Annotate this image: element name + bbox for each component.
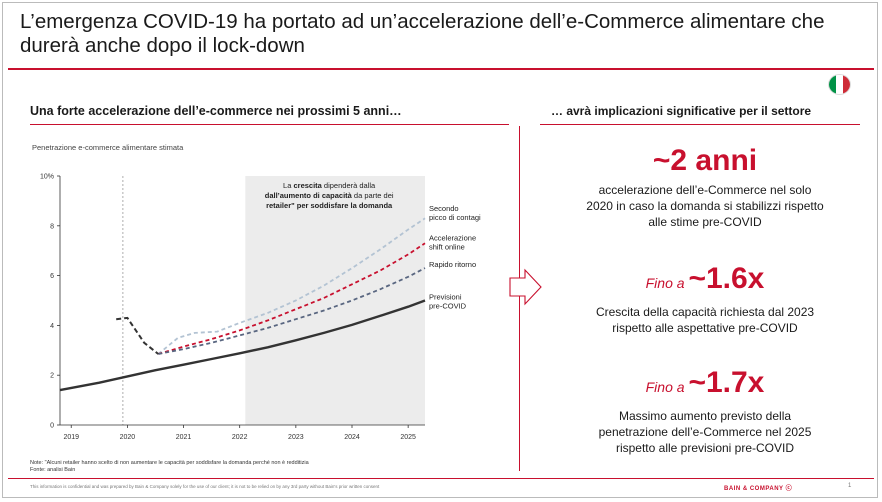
series-label: Secondo picco di contagi — [429, 204, 481, 222]
series-label: Rapido ritorno — [429, 260, 476, 269]
y-tick-label: 2 — [50, 373, 54, 380]
stat-description: Crescita della capacità richiesta dal 20… — [545, 304, 865, 336]
y-tick-label: 4 — [50, 323, 54, 330]
series-line — [158, 267, 426, 355]
x-tick-label: 2020 — [120, 434, 136, 441]
series-label: Accelerazione shift online — [429, 234, 476, 252]
shaded-note-line-2: dall’aumento di capacità da parte dei — [265, 191, 394, 200]
section-divider — [519, 126, 520, 471]
right-arrow-icon — [509, 268, 542, 306]
flag-green — [829, 75, 836, 94]
chart-note: Note: "Alcuni retailer hanno scelto di n… — [30, 460, 309, 474]
y-tick-label: 6 — [50, 273, 54, 280]
covid-spike-line — [116, 316, 159, 355]
stat-number: ~1.6x — [688, 262, 765, 295]
stat-block-2: Fino a ~1.6x Crescita della capacità rich… — [545, 262, 865, 336]
flag-white — [836, 75, 843, 94]
stat-description-line: rispetto alle previsioni pre-COVID — [615, 441, 795, 455]
footer-rule — [8, 478, 874, 479]
stat-number: ~2 anni — [652, 144, 758, 177]
x-tick-label: 2025 — [400, 434, 416, 441]
series-line — [157, 217, 426, 355]
shaded-note-line-3: retailer" per soddisfare la domanda — [266, 201, 393, 210]
stat-prefix: Fino a — [645, 379, 689, 395]
slide-title: L’emergenza COVID-19 ha portato ad un’ac… — [20, 10, 825, 57]
shaded-region — [245, 176, 425, 425]
shaded-note-line-1: La crescita dipenderà dalla — [283, 181, 376, 190]
stat-value: ~2 anni — [545, 144, 865, 178]
left-heading-rule — [30, 124, 509, 125]
stat-description-line: penetrazione dell’e-Commerce nel 2025 — [598, 425, 812, 439]
stat-prefix: Fino a — [645, 275, 689, 291]
flag-red — [843, 75, 850, 94]
y-tick-label: 0 — [50, 423, 54, 430]
footer-disclaimer: This information is confidential and was… — [30, 484, 380, 489]
stat-description: accelerazione dell’e-Commerce nel solo 20… — [545, 182, 865, 230]
italy-flag-icon — [828, 74, 851, 95]
x-tick-label: 2019 — [63, 434, 79, 441]
right-heading-rule — [540, 124, 860, 125]
stat-description-line: rispetto alle aspettative pre-COVID — [612, 321, 798, 335]
stat-description: Massimo aumento previsto della penetrazio… — [545, 408, 865, 456]
stat-description-line: Crescita della capacità richiesta dal 20… — [595, 305, 815, 319]
page-number: 1 — [848, 483, 852, 489]
x-tick-label: 2024 — [344, 434, 360, 441]
note-source: Fonte: analisi Bain — [30, 467, 76, 473]
stat-block-3: Fino a ~1.7x Massimo aumento previsto del… — [545, 366, 865, 456]
title-rule — [8, 68, 874, 70]
series-line — [158, 242, 426, 355]
stat-description-line: 2020 in caso la domanda si stabilizzi ri… — [586, 199, 824, 213]
stat-value: Fino a ~1.6x — [545, 262, 865, 300]
x-tick-label: 2021 — [176, 434, 192, 441]
left-heading: Una forte accelerazione dell’e-commerce … — [30, 104, 402, 118]
y-tick-label: 10% — [40, 174, 54, 181]
line-chart: La crescita dipenderà dalla dall’aumento… — [40, 174, 481, 442]
note-line-1: Note: "Alcuni retailer hanno scelto di n… — [30, 460, 309, 466]
stat-number: ~1.7x — [688, 366, 765, 399]
right-heading: … avrà implicazioni significative per il… — [551, 104, 812, 118]
stat-block-1: ~2 anni accelerazione dell’e-Commerce nel… — [545, 144, 865, 230]
x-tick-label: 2022 — [232, 434, 248, 441]
y-tick-label: 8 — [50, 223, 54, 230]
stat-description-line: Massimo aumento previsto della — [618, 409, 792, 423]
x-tick-label: 2023 — [288, 434, 304, 441]
stat-value: Fino a ~1.7x — [545, 366, 865, 404]
series-label: Previsioni pre-COVID — [429, 292, 467, 310]
stat-description-line: accelerazione dell’e-Commerce nel solo — [598, 183, 812, 197]
chart-subtitle: Penetrazione e-commerce alimentare stima… — [32, 143, 184, 152]
series-line — [59, 299, 426, 392]
stat-description-line: alle stime pre-COVID — [648, 215, 762, 229]
brand-logo: BAIN & COMPANY ⓒ — [724, 486, 793, 492]
